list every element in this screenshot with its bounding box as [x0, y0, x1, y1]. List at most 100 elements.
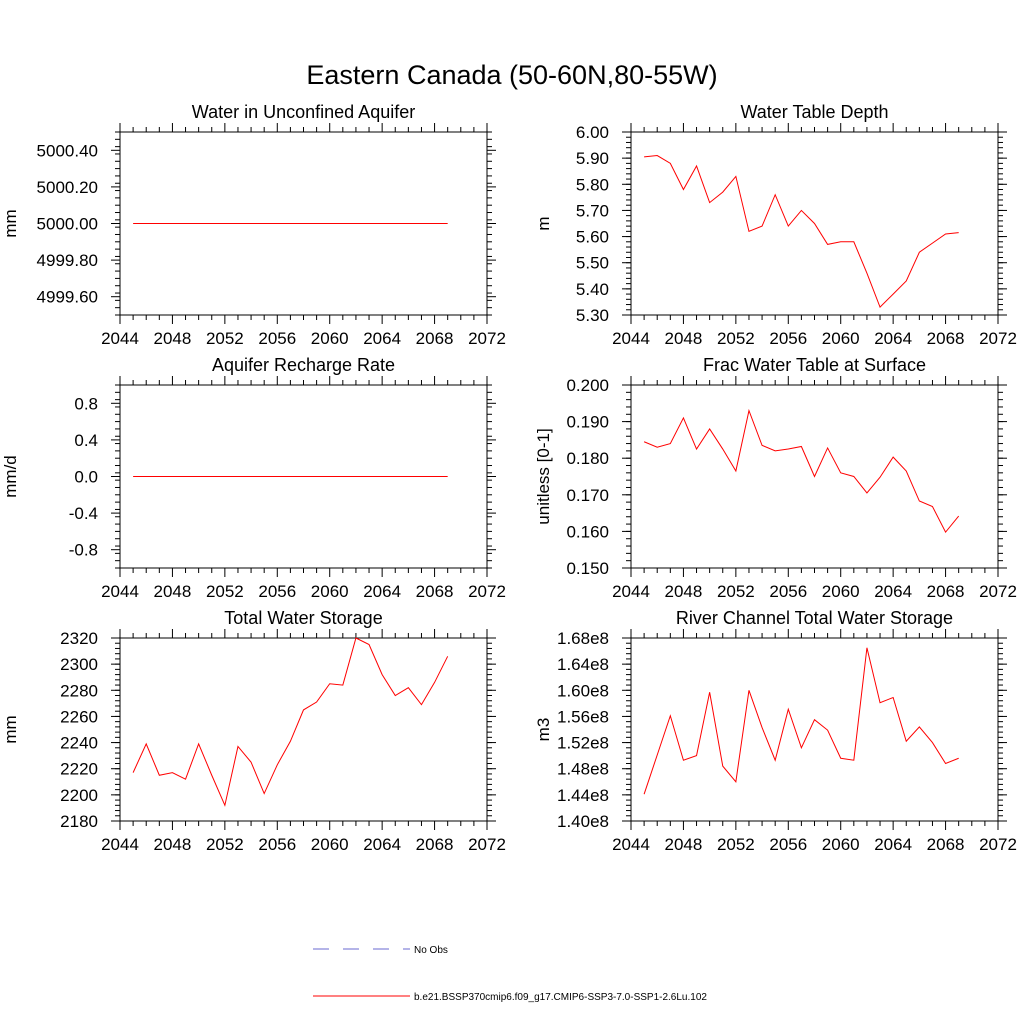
y-axis-label: mm/d	[1, 455, 20, 498]
x-tick-label: 2056	[769, 329, 807, 348]
y-axis-label: m3	[534, 718, 553, 742]
x-tick-label: 2048	[154, 329, 192, 348]
series-line-1	[643, 647, 959, 795]
x-tick-label: 2068	[927, 835, 965, 854]
y-tick-label: 1.44e8	[557, 786, 609, 805]
y-tick-label: 2300	[60, 655, 98, 674]
y-tick-label: 5.50	[576, 254, 609, 273]
y-tick-label: 0.8	[74, 394, 98, 413]
x-tick-label: 2064	[874, 329, 912, 348]
x-tick-label: 2052	[717, 329, 755, 348]
x-tick-label: 2072	[468, 329, 506, 348]
y-tick-label: -0.4	[69, 504, 98, 523]
x-tick-label: 2056	[258, 835, 296, 854]
y-tick-label: 5.80	[576, 175, 609, 194]
x-tick-label: 2056	[769, 582, 807, 601]
y-tick-label: 0.0	[74, 468, 98, 487]
x-tick-label: 2064	[874, 582, 912, 601]
x-tick-label: 2068	[416, 329, 454, 348]
x-tick-label: 2056	[769, 835, 807, 854]
series-line-1	[644, 155, 959, 309]
x-tick-label: 2064	[363, 835, 401, 854]
x-tick-label: 2072	[979, 582, 1017, 601]
x-tick-label: 2064	[363, 582, 401, 601]
y-tick-label: 2220	[60, 760, 98, 779]
x-tick-label: 2044	[612, 329, 650, 348]
x-tick-label: 2044	[101, 835, 139, 854]
y-axis-label: mm	[1, 715, 20, 743]
x-tick-label: 2048	[665, 582, 703, 601]
x-tick-label: 2048	[154, 582, 192, 601]
y-tick-label: 5.40	[576, 280, 609, 299]
x-tick-label: 2064	[874, 835, 912, 854]
chart-panel-2: 2044 2048 2052 2056 2060 2064 2068 2072 5.30 5.40…	[534, 102, 1017, 348]
x-tick-label: 2064	[363, 329, 401, 348]
y-axis-label: unitless [0-1]	[534, 428, 553, 524]
x-tick-label: 2048	[665, 329, 703, 348]
chart-panel-6: 2044 2048 2052 2056 2060 2064 2068 2072 1.40e8 1.…	[534, 608, 1017, 854]
panel-title: Water Table Depth	[740, 102, 888, 122]
x-tick-label: 2072	[979, 835, 1017, 854]
chart-panel-3: 2044 2048 2052 2056 2060 2064 2068 2072 -0.8 -0.4…	[1, 355, 506, 601]
y-tick-label: 5000.40	[37, 141, 98, 160]
y-tick-label: 1.52e8	[557, 734, 609, 753]
x-tick-label: 2060	[822, 329, 860, 348]
y-tick-label: 5000.20	[37, 178, 98, 197]
y-tick-label: 1.68e8	[557, 629, 609, 648]
chart-panel-1: 2044 2048 2052 2056 2060 2064 2068 2072 4999.60 4…	[1, 102, 506, 348]
x-tick-label: 2056	[258, 329, 296, 348]
panel-title: Water in Unconfined Aquifer	[192, 102, 415, 122]
x-tick-label: 2068	[927, 329, 965, 348]
x-tick-label: 2052	[717, 582, 755, 601]
x-tick-label: 2068	[927, 582, 965, 601]
chart-panel-4: 2044 2048 2052 2056 2060 2064 2068 2072 0.150 0.1…	[534, 355, 1017, 601]
x-tick-label: 2052	[206, 835, 244, 854]
panel-title: River Channel Total Water Storage	[676, 608, 953, 628]
y-tick-label: 4999.60	[37, 288, 98, 307]
x-tick-label: 2072	[979, 329, 1017, 348]
x-tick-label: 2044	[101, 582, 139, 601]
series-line-1	[132, 637, 449, 807]
y-tick-label: 0.180	[566, 449, 609, 468]
x-tick-label: 2060	[311, 582, 349, 601]
panel-title: Frac Water Table at Surface	[703, 355, 926, 375]
y-tick-label: 0.190	[566, 413, 609, 432]
y-tick-label: 0.200	[566, 376, 609, 395]
y-tick-label: -0.8	[69, 541, 98, 560]
y-tick-label: 1.56e8	[557, 707, 609, 726]
x-tick-label: 2052	[717, 835, 755, 854]
y-tick-label: 2180	[60, 812, 98, 831]
panel-title: Aquifer Recharge Rate	[212, 355, 395, 375]
x-tick-label: 2060	[311, 329, 349, 348]
y-tick-label: 5.70	[576, 201, 609, 220]
x-tick-label: 2060	[822, 582, 860, 601]
legend: No Obs b.e21.BSSP370cmip6.f09_g17.CMIP6-…	[313, 945, 707, 1003]
y-tick-label: 0.170	[566, 486, 609, 505]
y-tick-label: 1.48e8	[557, 760, 609, 779]
x-tick-label: 2060	[311, 835, 349, 854]
y-tick-label: 2260	[60, 707, 98, 726]
y-tick-label: 5.30	[576, 306, 609, 325]
x-tick-label: 2056	[258, 582, 296, 601]
x-tick-label: 2052	[206, 582, 244, 601]
legend-label-run: b.e21.BSSP370cmip6.f09_g17.CMIP6-SSP3-7.…	[414, 992, 707, 1003]
plot-frame	[119, 637, 488, 822]
y-tick-label: 2280	[60, 681, 98, 700]
x-tick-label: 2068	[416, 582, 454, 601]
y-tick-label: 2240	[60, 734, 98, 753]
y-axis-label: m	[534, 216, 553, 230]
legend-label-no-obs: No Obs	[414, 945, 448, 956]
series-line-1	[643, 408, 960, 534]
x-tick-label: 2044	[612, 835, 650, 854]
y-tick-label: 0.4	[74, 431, 98, 450]
y-tick-label: 5.60	[576, 228, 609, 247]
x-tick-label: 2048	[154, 835, 192, 854]
chart-panel-5: 2044 2048 2052 2056 2060 2064 2068 2072 2180 2200…	[1, 608, 506, 854]
x-tick-label: 2044	[101, 329, 139, 348]
y-tick-label: 4999.80	[37, 251, 98, 270]
y-tick-label: 1.64e8	[557, 655, 609, 674]
x-tick-label: 2044	[612, 582, 650, 601]
y-tick-label: 5000.00	[37, 215, 98, 234]
figure-title: Eastern Canada (50-60N,80-55W)	[306, 60, 717, 90]
